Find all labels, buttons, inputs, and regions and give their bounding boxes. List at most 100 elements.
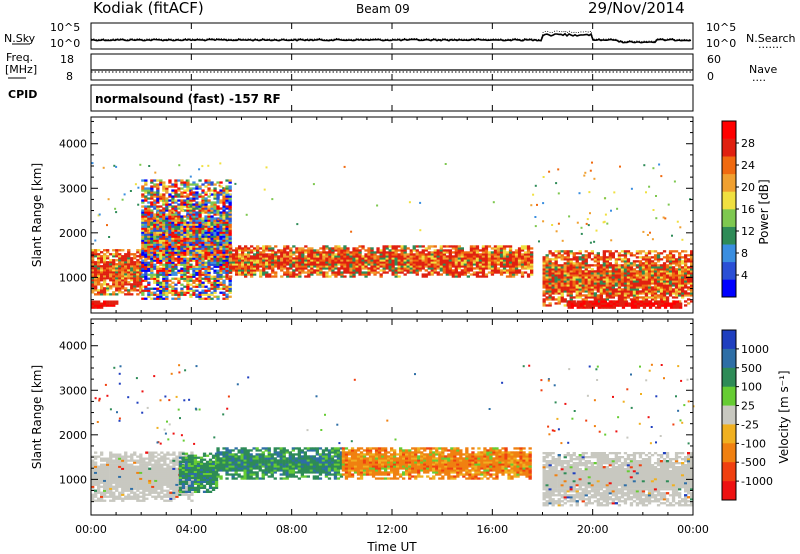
echo-cell	[295, 261, 299, 264]
echo-cell	[684, 256, 688, 259]
echo-cell	[433, 257, 437, 260]
echo-cell	[168, 253, 172, 256]
echo-cell	[153, 297, 157, 300]
echo-cell	[141, 251, 145, 254]
echo-cell	[204, 205, 208, 208]
echo-cell	[307, 275, 311, 278]
echo-cell	[469, 253, 474, 256]
echo-cell	[216, 269, 220, 272]
echo-cell	[514, 271, 519, 274]
echo-cell	[352, 257, 356, 260]
echo-cell	[165, 221, 169, 224]
echo-cell	[216, 199, 220, 202]
echo-cell	[219, 191, 223, 194]
echo-cell	[681, 250, 685, 253]
echo-cell	[91, 281, 95, 284]
echo-cell	[94, 261, 98, 264]
echo-cell	[499, 247, 504, 250]
echo-cell	[325, 267, 329, 270]
echo-cell	[210, 291, 214, 294]
echo-cell	[139, 255, 143, 258]
echo-cell	[177, 215, 181, 218]
echo-cell	[391, 247, 395, 250]
echo-cell	[207, 249, 211, 252]
echo-cell	[112, 495, 116, 498]
echo-cell	[225, 233, 229, 236]
echo-cell	[346, 261, 350, 264]
echo-cell	[207, 255, 211, 258]
echo-cell	[207, 221, 211, 224]
echo-cell	[662, 278, 667, 281]
echo-cell	[575, 292, 579, 295]
echo-cell	[97, 477, 101, 480]
echo-cell	[322, 259, 326, 262]
echo-cell	[174, 227, 178, 230]
echo-cell	[319, 265, 323, 268]
echo-cell	[133, 267, 137, 270]
echo-cell	[659, 268, 664, 271]
echo-cell	[189, 263, 193, 266]
echo-cell	[517, 263, 522, 266]
echo-cell	[186, 261, 190, 264]
echo-cell	[548, 282, 552, 285]
echo-cell	[204, 247, 208, 250]
echo-cell	[514, 273, 519, 276]
echo-cell	[124, 273, 128, 276]
echo-cell	[183, 219, 187, 222]
echo-cell	[439, 269, 443, 272]
echo-cell	[216, 181, 220, 184]
echo-cell	[91, 253, 95, 256]
echo-cell	[198, 219, 202, 222]
echo-cell	[578, 272, 582, 275]
echo-cell	[174, 215, 178, 218]
echo-cell	[310, 251, 314, 254]
echo-cell	[364, 255, 368, 258]
echo-cell	[156, 269, 160, 272]
echo-cell	[162, 249, 166, 252]
echo-cell	[216, 261, 220, 264]
echo-cell	[219, 259, 223, 262]
echo-cell	[127, 471, 131, 474]
echo-cell	[210, 275, 214, 278]
echo-cell	[678, 266, 682, 269]
echo-cell	[186, 277, 190, 280]
echo-cell	[614, 294, 618, 297]
echo-cell	[139, 261, 143, 264]
echo-cell	[156, 205, 160, 208]
echo-cell	[502, 271, 507, 274]
echo-cell	[454, 253, 458, 256]
echo-cell	[171, 215, 175, 218]
echo-cell	[397, 257, 401, 260]
echo-cell	[337, 245, 341, 248]
echo-cell	[97, 304, 101, 307]
echo-cell	[165, 229, 169, 232]
echo-cell	[545, 258, 549, 261]
echo-cell	[112, 279, 116, 282]
echo-cell	[560, 264, 564, 267]
echo-cell	[94, 275, 98, 278]
echo-cell	[228, 239, 232, 242]
echo-cell	[542, 300, 546, 303]
echo-cell	[596, 266, 600, 269]
echo-cell	[147, 207, 151, 210]
echo-cell	[647, 252, 652, 255]
echo-cell	[180, 209, 184, 212]
echo-cell	[175, 217, 178, 220]
echo-cell	[150, 269, 154, 272]
echo-cell	[253, 271, 257, 274]
y-tick-label: 3000	[59, 182, 87, 195]
echo-cell	[168, 181, 172, 184]
echo-cell	[94, 473, 98, 476]
echo-cell	[201, 191, 205, 194]
echo-cell	[415, 259, 419, 262]
echo-cell	[139, 267, 143, 270]
echo-cell	[665, 292, 670, 295]
echo-cell	[100, 451, 104, 454]
echo-cell	[207, 225, 211, 228]
echo-cell	[614, 250, 618, 253]
echo-cell	[108, 236, 111, 238]
echo-cell	[183, 205, 187, 208]
echo-cell	[659, 298, 664, 301]
echo-cell	[328, 247, 332, 250]
echo-cell	[100, 481, 104, 484]
